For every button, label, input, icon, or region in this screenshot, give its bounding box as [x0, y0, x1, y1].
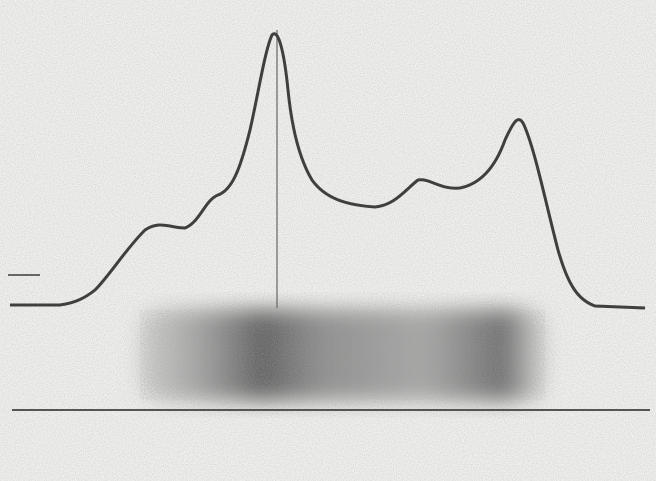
gel-band-grain: [140, 310, 545, 400]
page: {}: [0, 0, 656, 481]
scan: [0, 0, 656, 481]
scan-noise: [0, 0, 656, 481]
